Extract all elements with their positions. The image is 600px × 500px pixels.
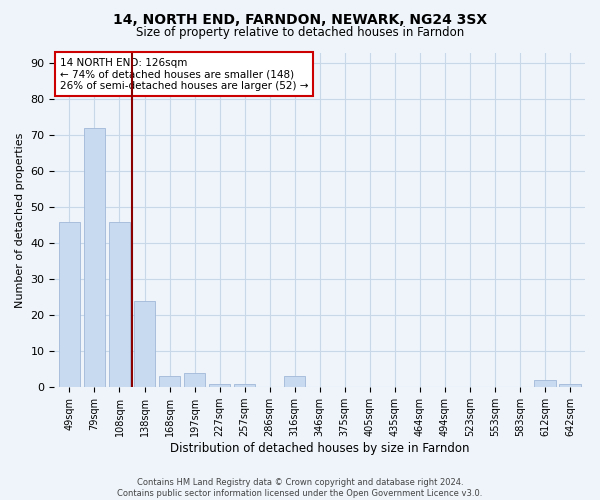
Text: Contains HM Land Registry data © Crown copyright and database right 2024.
Contai: Contains HM Land Registry data © Crown c… (118, 478, 482, 498)
Bar (559, 384, 581, 387)
Text: 14, NORTH END, FARNDON, NEWARK, NG24 3SX: 14, NORTH END, FARNDON, NEWARK, NG24 3SX (113, 12, 487, 26)
Bar (159, 376, 180, 387)
Bar (209, 384, 230, 387)
Bar (184, 373, 205, 387)
Bar (234, 384, 255, 387)
Bar (59, 222, 80, 387)
X-axis label: Distribution of detached houses by size in Farndon: Distribution of detached houses by size … (170, 442, 469, 455)
Y-axis label: Number of detached properties: Number of detached properties (15, 132, 25, 308)
Bar (84, 128, 105, 387)
Bar (109, 222, 130, 387)
Bar (134, 301, 155, 387)
Bar (284, 376, 305, 387)
Text: 14 NORTH END: 126sqm
← 74% of detached houses are smaller (148)
26% of semi-deta: 14 NORTH END: 126sqm ← 74% of detached h… (60, 58, 308, 90)
Bar (535, 380, 556, 387)
Text: Size of property relative to detached houses in Farndon: Size of property relative to detached ho… (136, 26, 464, 39)
